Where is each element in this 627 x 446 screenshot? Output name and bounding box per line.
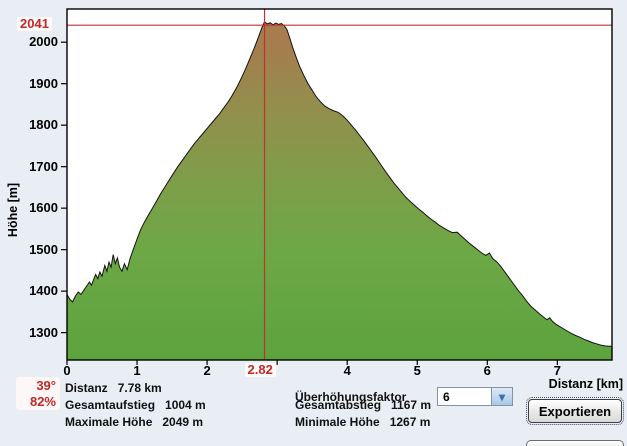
plot-frame xyxy=(66,8,613,361)
slope-readout: 39° 82% xyxy=(16,377,60,410)
stat-value: 2049 m xyxy=(162,415,204,429)
stat-row: Distanz 7.78 km xyxy=(65,381,162,395)
partial-button-below[interactable] xyxy=(526,440,624,446)
export-button[interactable]: Exportieren xyxy=(528,399,622,423)
stat-row: Maximale Höhe 2049 m xyxy=(65,415,203,429)
exaggeration-factor-label: Überhöhungsfaktor xyxy=(295,390,407,404)
stat-label: Minimale Höhe xyxy=(295,415,380,429)
terrain-area xyxy=(66,21,613,361)
stat-label: Gesamtaufstieg xyxy=(65,398,156,412)
stat-value: 7.78 km xyxy=(117,381,162,395)
stat-value: 1167 m xyxy=(391,398,432,412)
stat-row: Gesamtabstieg 1167 m xyxy=(295,398,431,412)
stat-label: Gesamtabstieg xyxy=(295,398,382,412)
stat-label: Distanz xyxy=(65,381,108,395)
stat-label: Maximale Höhe xyxy=(65,415,153,429)
stat-value: 1267 m xyxy=(389,415,431,429)
stat-row: Minimale Höhe 1267 m xyxy=(295,415,430,429)
slope-percent: 82% xyxy=(29,393,56,409)
slope-degrees: 39° xyxy=(36,377,56,393)
stat-row: Gesamtaufstieg 1004 m xyxy=(65,398,206,412)
stat-value: 1004 m xyxy=(165,398,206,412)
axis-ticks xyxy=(61,41,558,365)
exaggeration-factor-select[interactable]: 6 ▾ xyxy=(437,387,513,406)
exaggeration-factor-value: 6 xyxy=(443,389,450,404)
export-button-focus-ring: Exportieren xyxy=(526,397,624,425)
chevron-down-icon[interactable]: ▾ xyxy=(491,388,512,405)
